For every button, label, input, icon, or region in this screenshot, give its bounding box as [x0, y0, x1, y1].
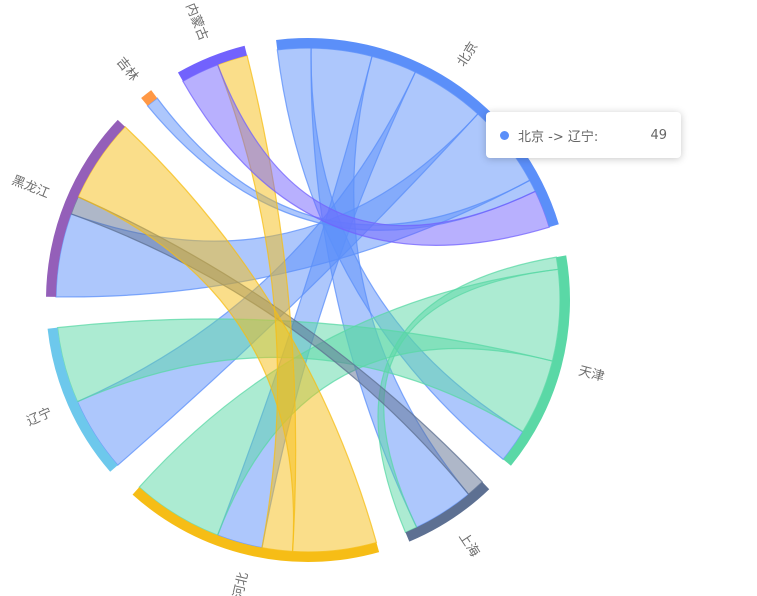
chord-node-arc[interactable]	[132, 487, 380, 562]
chord-node-arc[interactable]	[141, 90, 158, 106]
chord-node-label: 北京	[455, 40, 482, 70]
chord-node-arc[interactable]	[503, 255, 571, 466]
tooltip-series-dot	[500, 130, 509, 140]
chord-ribbon[interactable]	[70, 196, 484, 496]
chord-tooltip: 北京 -> 辽宁: 49	[486, 112, 681, 158]
chord-node-arc[interactable]	[177, 45, 248, 82]
chord-node-label: 黑龙江	[10, 173, 52, 202]
tooltip-value: 49	[650, 127, 667, 143]
chord-node-label: 吉林	[113, 55, 141, 85]
chord-ribbons	[55, 47, 561, 553]
tooltip-label: 北京 -> 辽宁:	[518, 129, 599, 145]
chord-node-label: 上海	[455, 530, 482, 560]
chord-node-arc[interactable]	[47, 327, 118, 472]
chord-ribbon[interactable]	[182, 63, 550, 246]
chord-node-label: 天津	[577, 364, 606, 385]
chord-node-label: 内蒙古	[182, 1, 211, 43]
chord-node-arc[interactable]	[405, 481, 490, 542]
chord-node-arc[interactable]	[46, 119, 126, 297]
chord-node-label: 辽宁	[24, 404, 54, 429]
chord-node-label: 河北	[231, 571, 252, 596]
